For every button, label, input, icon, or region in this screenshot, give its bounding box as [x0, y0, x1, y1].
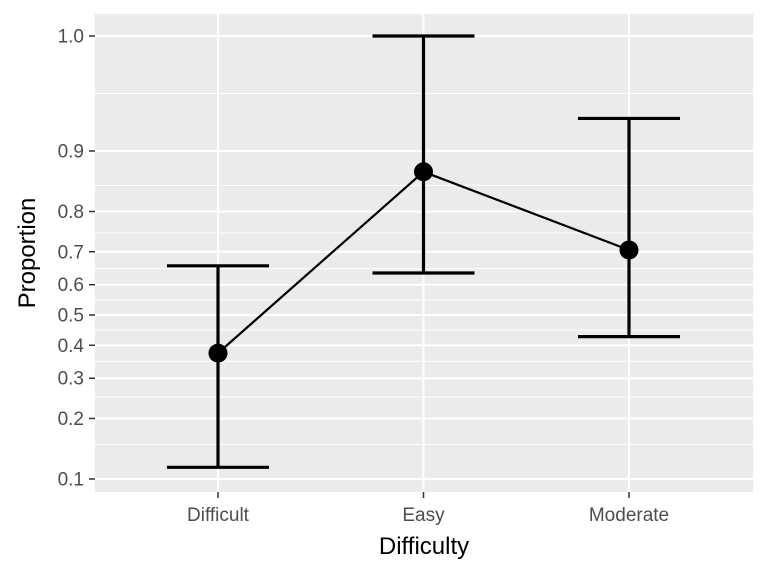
y-tick-label: 0.6: [58, 275, 84, 296]
y-axis-ticks: 0.1 0.2 0.3 0.4 0.5 0.6 0.7 0.8 0.9 1.0: [58, 27, 95, 491]
y-axis-label: Proportion: [14, 198, 41, 309]
x-tick-label: Moderate: [589, 505, 669, 526]
error-bars: [167, 34, 680, 469]
x-tick-label: Difficult: [187, 505, 250, 526]
y-tick-label: 0.2: [58, 409, 84, 430]
data-point: [208, 343, 228, 363]
y-tick-label: 0.9: [58, 142, 84, 163]
data-point: [414, 162, 433, 182]
y-tick-label: 0.1: [58, 470, 84, 491]
y-tick-label: 0.8: [58, 202, 84, 223]
data-point: [619, 240, 639, 260]
y-tick-label: 1.0: [58, 27, 84, 48]
x-tick-label: Easy: [402, 505, 445, 526]
y-tick-label: 0.5: [58, 306, 84, 327]
y-tick-label: 0.7: [58, 242, 84, 263]
data-points: [208, 162, 639, 363]
y-tick-label: 0.4: [58, 336, 85, 357]
y-tick-label: 0.3: [58, 369, 84, 390]
x-axis-ticks: Difficult Easy Moderate: [187, 492, 669, 526]
x-axis-label: Difficulty: [379, 533, 469, 560]
